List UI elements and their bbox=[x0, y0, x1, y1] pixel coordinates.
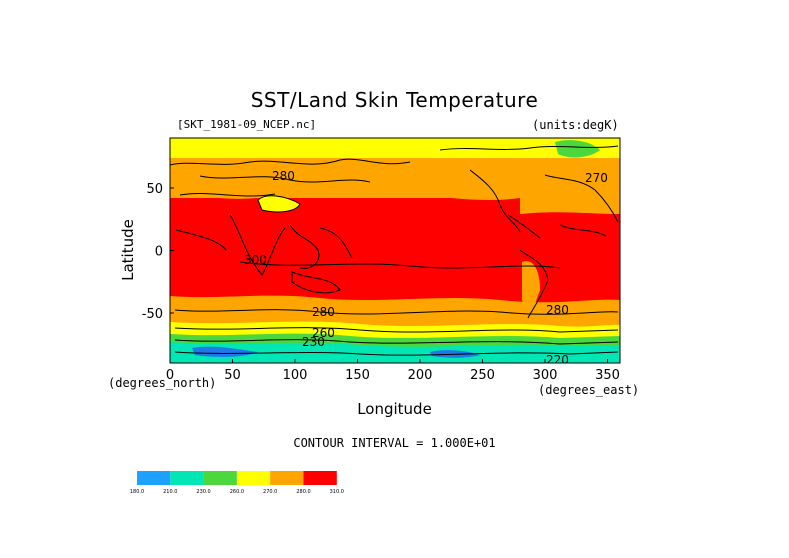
contour-labels: 280 270 300 280 280 260 230 220 bbox=[244, 169, 608, 367]
temperature-field: 280 270 300 280 280 260 230 220 bbox=[170, 138, 620, 367]
contour-label: 280 bbox=[312, 305, 335, 319]
dataset-filename: [SKT_1981-09_NCEP.nc] bbox=[177, 118, 317, 131]
x-axis-units: (degrees_east) bbox=[538, 383, 640, 397]
x-tick-label: 200 bbox=[408, 368, 433, 383]
coastlines bbox=[170, 145, 619, 356]
band-north-orange-edge bbox=[170, 193, 620, 214]
y-tick-label: 50 bbox=[146, 182, 163, 197]
colorbar: 180.0 210.0 230.0 260.0 270.0 280.0 310.0 bbox=[130, 471, 344, 495]
colorbar-swatch bbox=[203, 471, 237, 485]
tibet-cold-region bbox=[258, 195, 300, 212]
south-america-orange bbox=[522, 261, 540, 318]
colorbar-label: 210.0 bbox=[163, 489, 177, 495]
x-tick-label: 350 bbox=[595, 368, 620, 383]
antarctic-blue bbox=[192, 346, 258, 357]
band-north-orange bbox=[170, 158, 620, 198]
x-tick-label: 0 bbox=[166, 368, 174, 383]
band-south-teal bbox=[170, 342, 620, 363]
colorbar-swatch bbox=[270, 471, 304, 485]
x-tick-label: 300 bbox=[533, 368, 558, 383]
x-axis-ticks: 0 50 100 150 200 250 300 350 bbox=[166, 359, 620, 383]
x-axis-label: Longitude bbox=[357, 400, 432, 418]
y-axis-units: (degrees_north) bbox=[108, 376, 217, 390]
greenland-cold bbox=[555, 140, 600, 158]
contour-label: 300 bbox=[244, 253, 267, 267]
colorbar-swatch bbox=[170, 471, 204, 485]
contour-label: 260 bbox=[312, 326, 335, 340]
chart-title: SST/Land Skin Temperature bbox=[250, 88, 539, 112]
y-tick-label: 0 bbox=[155, 245, 163, 260]
colorbar-swatch bbox=[137, 471, 171, 485]
colorbar-label: 280.0 bbox=[296, 489, 310, 495]
y-axis-ticks: 50 0 -50 bbox=[142, 182, 174, 322]
colorbar-label: 310.0 bbox=[330, 489, 344, 495]
band-arctic-yellow bbox=[170, 138, 620, 160]
units-label: (units:degK) bbox=[532, 118, 619, 132]
x-tick-label: 150 bbox=[345, 368, 370, 383]
y-axis-label: Latitude bbox=[119, 219, 137, 281]
contour-label: 230 bbox=[302, 335, 325, 349]
x-tick-label: 100 bbox=[283, 368, 308, 383]
colorbar-swatch bbox=[236, 471, 271, 485]
contour-interval: CONTOUR INTERVAL = 1.000E+01 bbox=[293, 436, 496, 450]
colorbar-swatch bbox=[303, 471, 337, 485]
colorbar-label: 180.0 bbox=[130, 489, 144, 495]
x-tick-label: 50 bbox=[224, 368, 241, 383]
contour-label: 280 bbox=[546, 303, 569, 317]
colorbar-label: 270.0 bbox=[263, 489, 277, 495]
colorbar-label: 230.0 bbox=[196, 489, 210, 495]
colorbar-label: 260.0 bbox=[230, 489, 244, 495]
contour-label: 270 bbox=[585, 171, 608, 185]
contour-label: 220 bbox=[546, 353, 569, 367]
x-tick-label: 250 bbox=[470, 368, 495, 383]
y-tick-label: -50 bbox=[142, 307, 163, 322]
contour-label: 280 bbox=[272, 169, 295, 183]
